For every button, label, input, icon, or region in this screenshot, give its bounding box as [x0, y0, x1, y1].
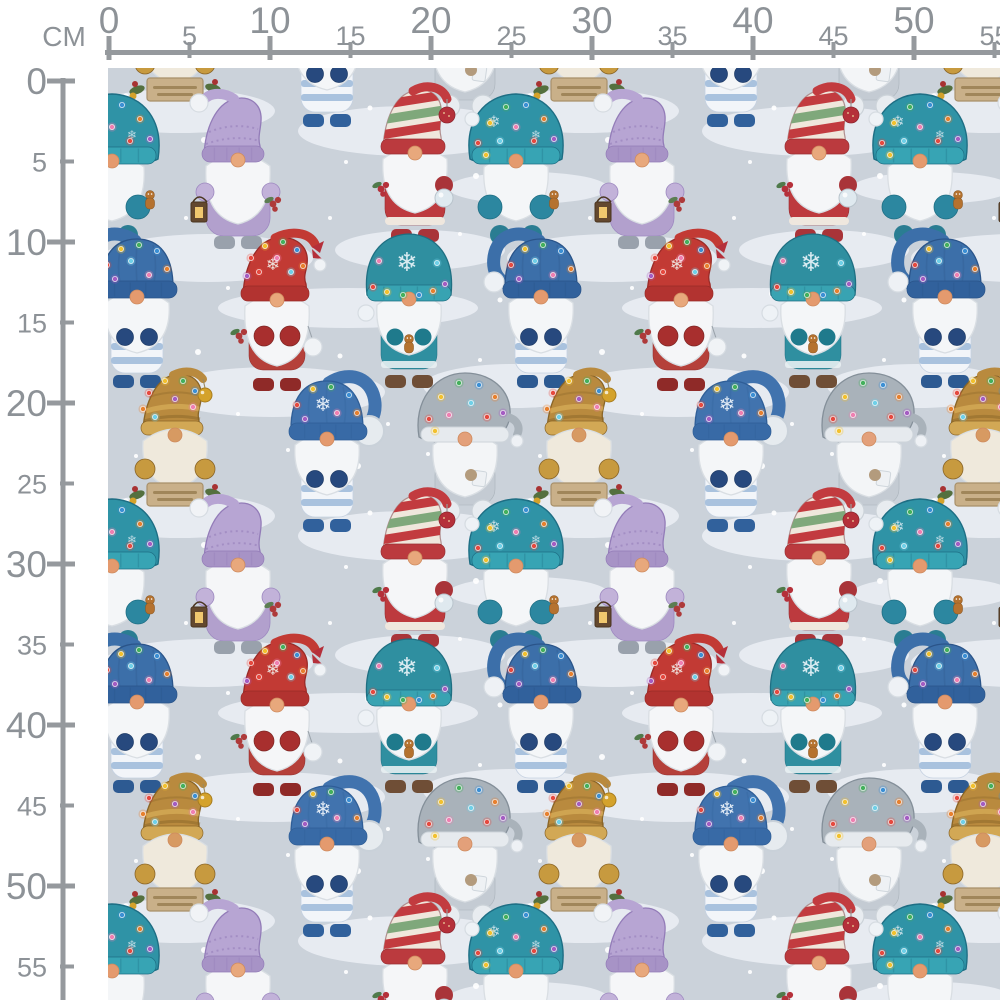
- top-ruler-label-10cm: 10: [249, 0, 290, 41]
- left-ruler-label-5cm: 5: [32, 148, 47, 178]
- left-ruler: 0 5 10 15 20 25 30 35 40 45 50 55: [6, 61, 75, 1000]
- top-ruler-label-15cm: 15: [335, 21, 365, 51]
- top-ruler-tick-25cm: [509, 42, 514, 58]
- left-ruler-label-40cm: 40: [6, 705, 47, 746]
- top-ruler-label-20cm: 20: [410, 0, 451, 41]
- left-ruler-tick-25cm: [60, 481, 74, 486]
- top-ruler-label-25cm: 25: [496, 21, 526, 51]
- top-ruler-tick-50cm: [911, 36, 917, 60]
- top-ruler-label-30cm: 30: [571, 0, 612, 41]
- left-ruler-tick-20cm: [47, 400, 75, 406]
- top-ruler-tick-40cm: [750, 36, 756, 60]
- top-ruler-label-5cm: 5: [182, 21, 197, 51]
- left-ruler-tick-0cm: [47, 78, 75, 84]
- gnome-teal-lights: [108, 903, 160, 1000]
- left-ruler-tick-35cm: [60, 642, 74, 647]
- top-ruler-tick-30cm: [589, 36, 595, 60]
- top-ruler-label-0cm: 0: [99, 0, 120, 41]
- fabric-pattern-swatch[interactable]: [61, 0, 1000, 1000]
- left-ruler-tick-50cm: [47, 883, 75, 889]
- top-ruler-tick-20cm: [428, 36, 434, 60]
- left-ruler-label-45cm: 45: [17, 792, 47, 822]
- left-ruler-tick-10cm: [47, 239, 75, 245]
- top-ruler-label-40cm: 40: [732, 0, 773, 41]
- top-ruler-tick-35cm: [670, 42, 675, 58]
- top-ruler-tick-55cm: [992, 42, 997, 58]
- top-ruler-label-50cm: 50: [893, 0, 934, 41]
- left-ruler-tick-30cm: [47, 561, 75, 567]
- left-ruler-tick-5cm: [60, 159, 74, 164]
- top-ruler-tick-5cm: [187, 42, 192, 58]
- top-ruler-label-55cm: 55: [979, 21, 1000, 51]
- left-ruler-label-0cm: 0: [26, 61, 47, 102]
- top-ruler-tick-45cm: [831, 42, 836, 58]
- top-ruler-tick-15cm: [348, 42, 353, 58]
- top-ruler-tick-10cm: [267, 36, 273, 60]
- left-ruler-label-10cm: 10: [6, 222, 47, 263]
- top-ruler-label-45cm: 45: [818, 21, 848, 51]
- left-ruler-tick-40cm: [47, 722, 75, 728]
- left-ruler-label-35cm: 35: [17, 631, 47, 661]
- ruler-unit-label: CM: [42, 21, 86, 52]
- left-ruler-label-55cm: 55: [17, 953, 47, 983]
- top-ruler: 0 5 10 15 20 25 30 35 40 45 50 55: [99, 0, 1000, 60]
- top-ruler-label-35cm: 35: [657, 21, 687, 51]
- left-ruler-tick-45cm: [60, 803, 74, 808]
- left-ruler-label-30cm: 30: [6, 544, 47, 585]
- left-ruler-label-15cm: 15: [17, 309, 47, 339]
- left-ruler-label-25cm: 25: [17, 470, 47, 500]
- top-ruler-tick-0cm: [106, 36, 112, 60]
- left-ruler-tick-55cm: [60, 964, 74, 969]
- left-ruler-label-50cm: 50: [6, 866, 47, 907]
- left-ruler-label-20cm: 20: [6, 383, 47, 424]
- left-ruler-tick-15cm: [60, 320, 74, 325]
